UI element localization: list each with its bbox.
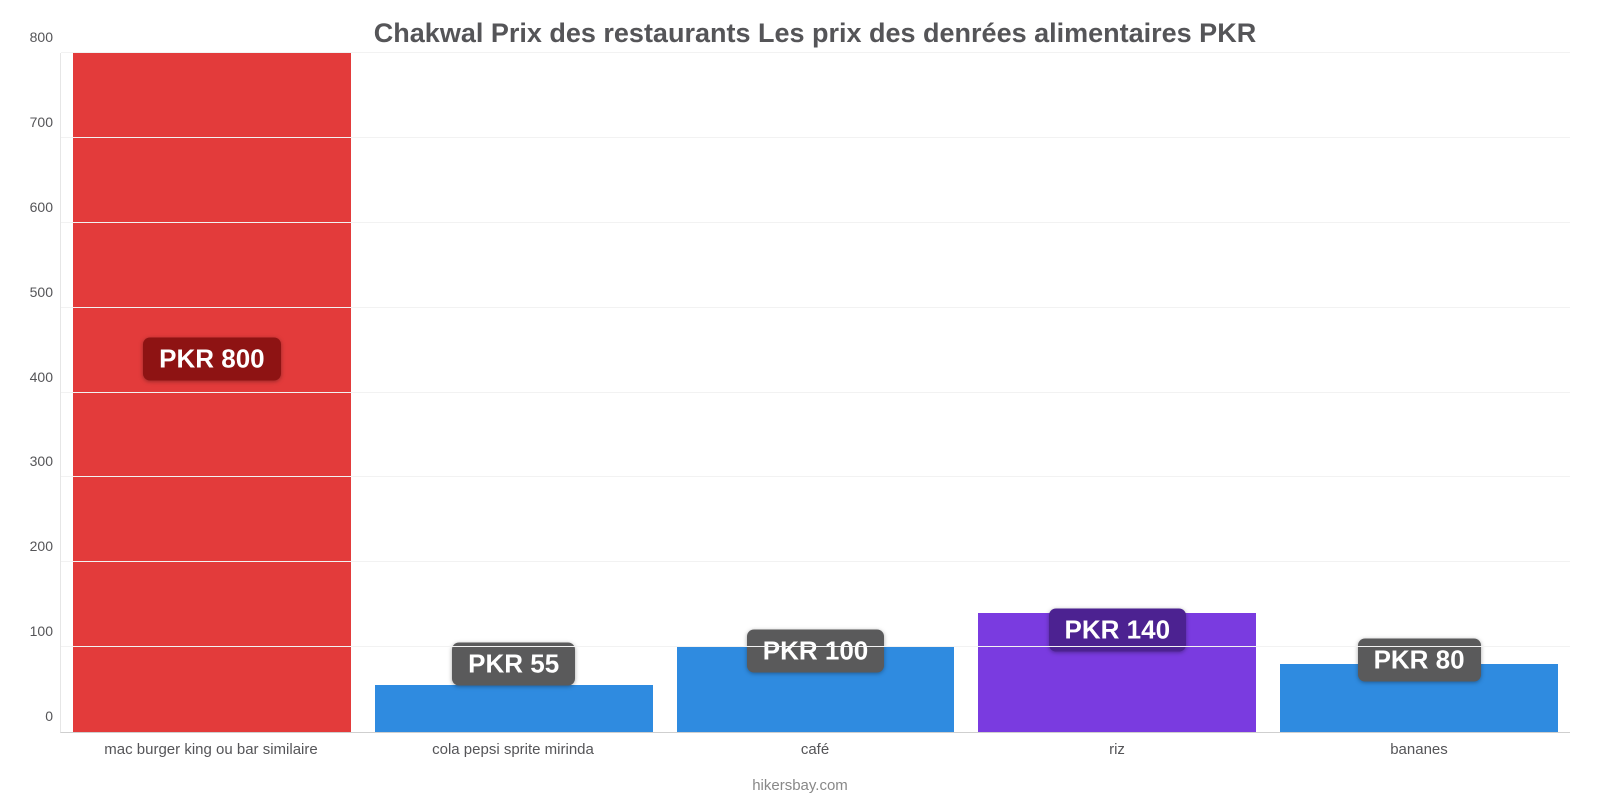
bar-slot: PKR 80 (1268, 53, 1570, 732)
bar-value-label-wrap: PKR 800 (61, 316, 363, 359)
y-tick-label: 100 (11, 623, 53, 639)
x-axis-labels: mac burger king ou bar similairecola pep… (60, 741, 1570, 758)
gridline (61, 392, 1570, 393)
bar-value-label: PKR 800 (143, 337, 281, 380)
chart-title: Chakwal Prix des restaurants Les prix de… (60, 18, 1570, 49)
y-tick-label: 500 (11, 284, 53, 300)
gridline (61, 307, 1570, 308)
x-axis-label: cola pepsi sprite mirinda (362, 741, 664, 758)
bar (375, 685, 653, 732)
x-axis-label: bananes (1268, 741, 1570, 758)
y-tick-label: 300 (11, 453, 53, 469)
x-axis-label: mac burger king ou bar similaire (60, 741, 362, 758)
bar-value-label-wrap: PKR 80 (1268, 617, 1570, 660)
gridline (61, 222, 1570, 223)
x-axis-label: riz (966, 741, 1268, 758)
y-tick-label: 0 (11, 708, 53, 724)
bar-value-label-wrap: PKR 140 (966, 587, 1268, 630)
chart-footer: hikersbay.com (0, 777, 1600, 794)
gridline (61, 137, 1570, 138)
bar-value-label-wrap: PKR 55 (363, 621, 665, 664)
y-tick-label: 200 (11, 538, 53, 554)
bar-value-label: PKR 80 (1358, 638, 1481, 681)
bar-slot: PKR 55 (363, 53, 665, 732)
x-axis-label: café (664, 741, 966, 758)
y-tick-label: 600 (11, 199, 53, 215)
bar-slot: PKR 140 (966, 53, 1268, 732)
y-tick-label: 700 (11, 114, 53, 130)
gridline (61, 646, 1570, 647)
gridline (61, 52, 1570, 53)
bar-value-label: PKR 100 (747, 630, 885, 673)
bar-slot: PKR 100 (665, 53, 967, 732)
bar-value-label-wrap: PKR 100 (665, 608, 967, 651)
y-tick-label: 400 (11, 369, 53, 385)
bar-value-label: PKR 55 (452, 643, 575, 686)
bars-container: PKR 800PKR 55PKR 100PKR 140PKR 80 (61, 53, 1570, 732)
bar-slot: PKR 800 (61, 53, 363, 732)
plot-area: PKR 800PKR 55PKR 100PKR 140PKR 80 010020… (60, 53, 1570, 733)
y-tick-label: 800 (11, 29, 53, 45)
price-bar-chart: Chakwal Prix des restaurants Les prix de… (0, 0, 1600, 800)
bar (73, 53, 351, 732)
gridline (61, 561, 1570, 562)
gridline (61, 476, 1570, 477)
